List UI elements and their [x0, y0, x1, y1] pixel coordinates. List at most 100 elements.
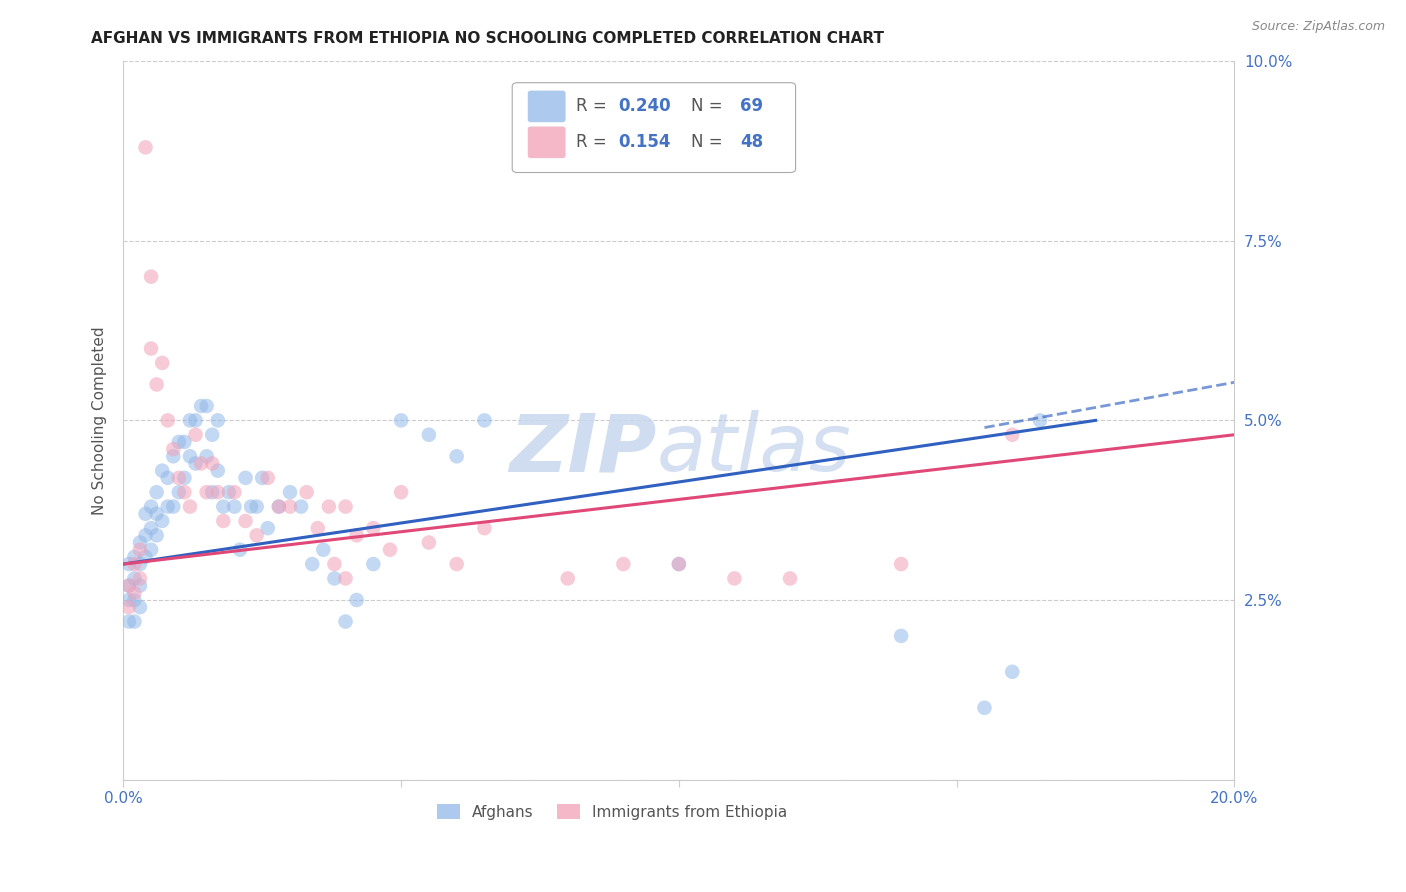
Point: [150, 514, 173, 528]
Point: [145, 485, 167, 500]
Text: Source: ZipAtlas.com: Source: ZipAtlas.com: [1251, 20, 1385, 33]
Point: [218, 485, 240, 500]
Point: [346, 528, 368, 542]
Point: [346, 593, 368, 607]
Point: [190, 457, 212, 471]
Point: [307, 521, 329, 535]
Point: [135, 528, 157, 542]
Point: [118, 579, 141, 593]
Point: [779, 571, 801, 585]
Text: 48: 48: [740, 133, 763, 152]
Point: [173, 471, 195, 485]
Point: [179, 500, 201, 514]
Point: [118, 615, 141, 629]
Point: [139, 500, 162, 514]
Point: [256, 471, 278, 485]
Point: [229, 542, 252, 557]
Text: R =: R =: [575, 133, 612, 152]
Point: [290, 500, 312, 514]
Text: 69: 69: [740, 97, 763, 115]
Point: [446, 557, 468, 571]
Point: [301, 557, 323, 571]
Y-axis label: No Schooling Completed: No Schooling Completed: [93, 326, 107, 515]
Point: [145, 377, 167, 392]
Point: [156, 471, 179, 485]
Point: [201, 485, 224, 500]
Point: [135, 549, 157, 564]
Point: [156, 413, 179, 427]
Point: [207, 464, 229, 478]
Point: [129, 571, 152, 585]
Point: [668, 557, 690, 571]
Point: [118, 579, 141, 593]
Point: [162, 442, 184, 456]
Point: [139, 521, 162, 535]
Point: [973, 700, 995, 714]
Point: [129, 542, 152, 557]
Point: [129, 535, 152, 549]
Point: [129, 579, 152, 593]
Point: [295, 485, 318, 500]
Point: [312, 542, 335, 557]
Point: [267, 500, 290, 514]
Point: [173, 434, 195, 449]
FancyBboxPatch shape: [512, 83, 796, 172]
Point: [139, 542, 162, 557]
Point: [118, 600, 141, 615]
Point: [201, 427, 224, 442]
Point: [323, 557, 346, 571]
Point: [195, 485, 218, 500]
Point: [378, 542, 401, 557]
Point: [1001, 665, 1024, 679]
Point: [167, 485, 190, 500]
Point: [129, 557, 152, 571]
Point: [240, 500, 263, 514]
Point: [167, 434, 190, 449]
FancyBboxPatch shape: [527, 91, 565, 122]
Point: [139, 342, 162, 356]
Point: [250, 471, 273, 485]
Point: [195, 399, 218, 413]
Text: N =: N =: [671, 97, 728, 115]
Text: AFGHAN VS IMMIGRANTS FROM ETHIOPIA NO SCHOOLING COMPLETED CORRELATION CHART: AFGHAN VS IMMIGRANTS FROM ETHIOPIA NO SC…: [91, 31, 884, 46]
Point: [118, 593, 141, 607]
Point: [389, 485, 412, 500]
Point: [139, 269, 162, 284]
Point: [212, 514, 235, 528]
Point: [124, 557, 146, 571]
Text: ZIP: ZIP: [509, 410, 657, 488]
Point: [418, 427, 440, 442]
Point: [474, 521, 496, 535]
Text: 0.154: 0.154: [617, 133, 671, 152]
Point: [363, 557, 385, 571]
Point: [335, 571, 357, 585]
Point: [474, 413, 496, 427]
Point: [278, 500, 301, 514]
Point: [156, 500, 179, 514]
Point: [890, 557, 912, 571]
Point: [179, 413, 201, 427]
Point: [246, 500, 269, 514]
Point: [124, 549, 146, 564]
Text: atlas: atlas: [657, 410, 852, 488]
Point: [184, 427, 207, 442]
Point: [212, 500, 235, 514]
Point: [318, 500, 340, 514]
Point: [1029, 413, 1052, 427]
Point: [118, 557, 141, 571]
Text: R =: R =: [575, 97, 612, 115]
Point: [389, 413, 412, 427]
Point: [145, 507, 167, 521]
Point: [723, 571, 745, 585]
Point: [256, 521, 278, 535]
Point: [323, 571, 346, 585]
Point: [207, 413, 229, 427]
Point: [162, 450, 184, 464]
Text: 0.240: 0.240: [617, 97, 671, 115]
Point: [167, 471, 190, 485]
Point: [124, 586, 146, 600]
Point: [145, 528, 167, 542]
FancyBboxPatch shape: [527, 127, 565, 158]
Point: [224, 485, 246, 500]
Point: [363, 521, 385, 535]
